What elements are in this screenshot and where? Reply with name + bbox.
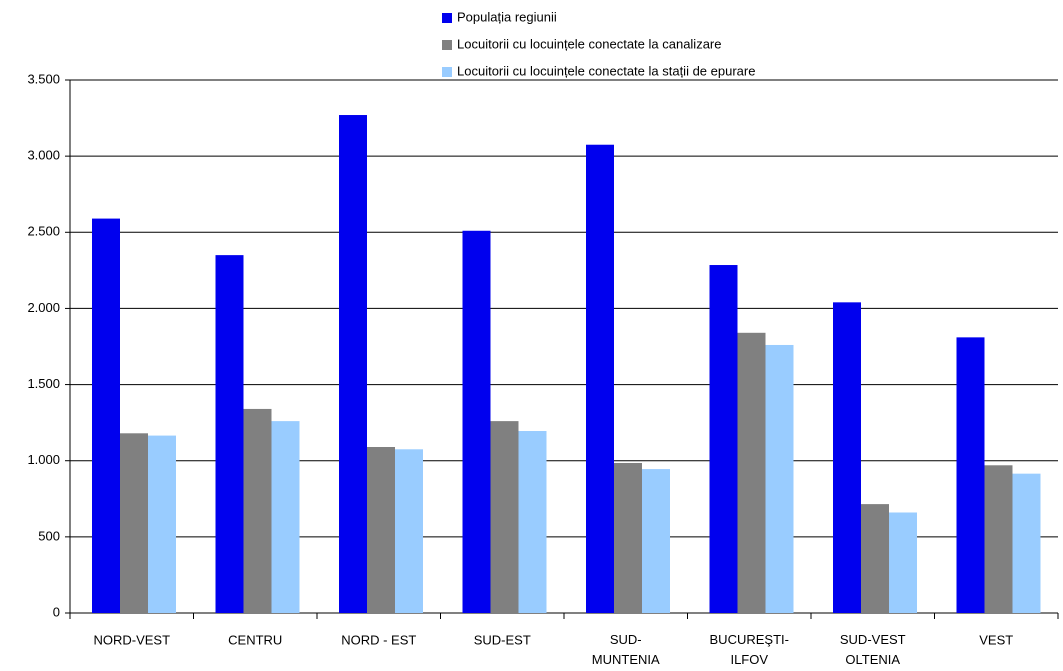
bar <box>737 332 766 613</box>
bar <box>395 449 423 613</box>
bar <box>490 421 519 613</box>
bar <box>339 115 367 614</box>
x-tick-label: SUD-EST <box>474 632 531 647</box>
x-tick-label: CENTRU <box>228 632 282 647</box>
bar <box>861 504 889 613</box>
bar <box>518 431 547 613</box>
y-tick-label: 500 <box>38 528 60 543</box>
bar <box>462 230 491 613</box>
bar <box>215 255 244 613</box>
bar <box>271 421 300 613</box>
legend-label: Locuitorii cu locuințele conectate la ca… <box>457 36 722 51</box>
legend-swatch <box>442 40 452 50</box>
bar <box>120 433 148 613</box>
legend-label: Populația regiunii <box>457 9 557 24</box>
bar <box>956 337 985 613</box>
bar <box>1012 473 1041 613</box>
bar <box>709 265 738 613</box>
bar <box>833 302 861 613</box>
x-tick-label: BUCUREŞTI-ILFOV <box>710 632 789 667</box>
x-tick-label: NORD-VEST <box>93 632 170 647</box>
y-tick-label: 1.000 <box>27 452 60 467</box>
bar <box>614 462 642 613</box>
x-tick-label: VEST <box>979 632 1013 647</box>
y-tick-label: 1.500 <box>27 376 60 391</box>
bar <box>367 447 395 613</box>
bar <box>642 469 670 613</box>
bar <box>243 408 272 613</box>
y-tick-label: 2.500 <box>27 224 60 239</box>
legend-swatch <box>442 67 452 77</box>
x-tick-label: NORD - EST <box>341 632 416 647</box>
y-tick-label: 3.500 <box>27 71 60 86</box>
legend-swatch <box>442 13 452 23</box>
x-tick-label: SUD-MUNTENIA <box>592 632 660 667</box>
bar <box>984 465 1013 613</box>
y-tick-label: 3.000 <box>27 148 60 163</box>
bar <box>148 435 176 613</box>
legend-label: Locuitorii cu locuințele conectate la st… <box>457 63 755 78</box>
bar <box>765 344 794 613</box>
y-tick-label: 2.000 <box>27 300 60 315</box>
bar <box>92 218 120 613</box>
bar <box>889 512 917 613</box>
y-tick-label: 0 <box>53 604 60 619</box>
x-tick-label: SUD-VEST OLTENIA <box>840 632 906 667</box>
bar <box>586 144 614 613</box>
